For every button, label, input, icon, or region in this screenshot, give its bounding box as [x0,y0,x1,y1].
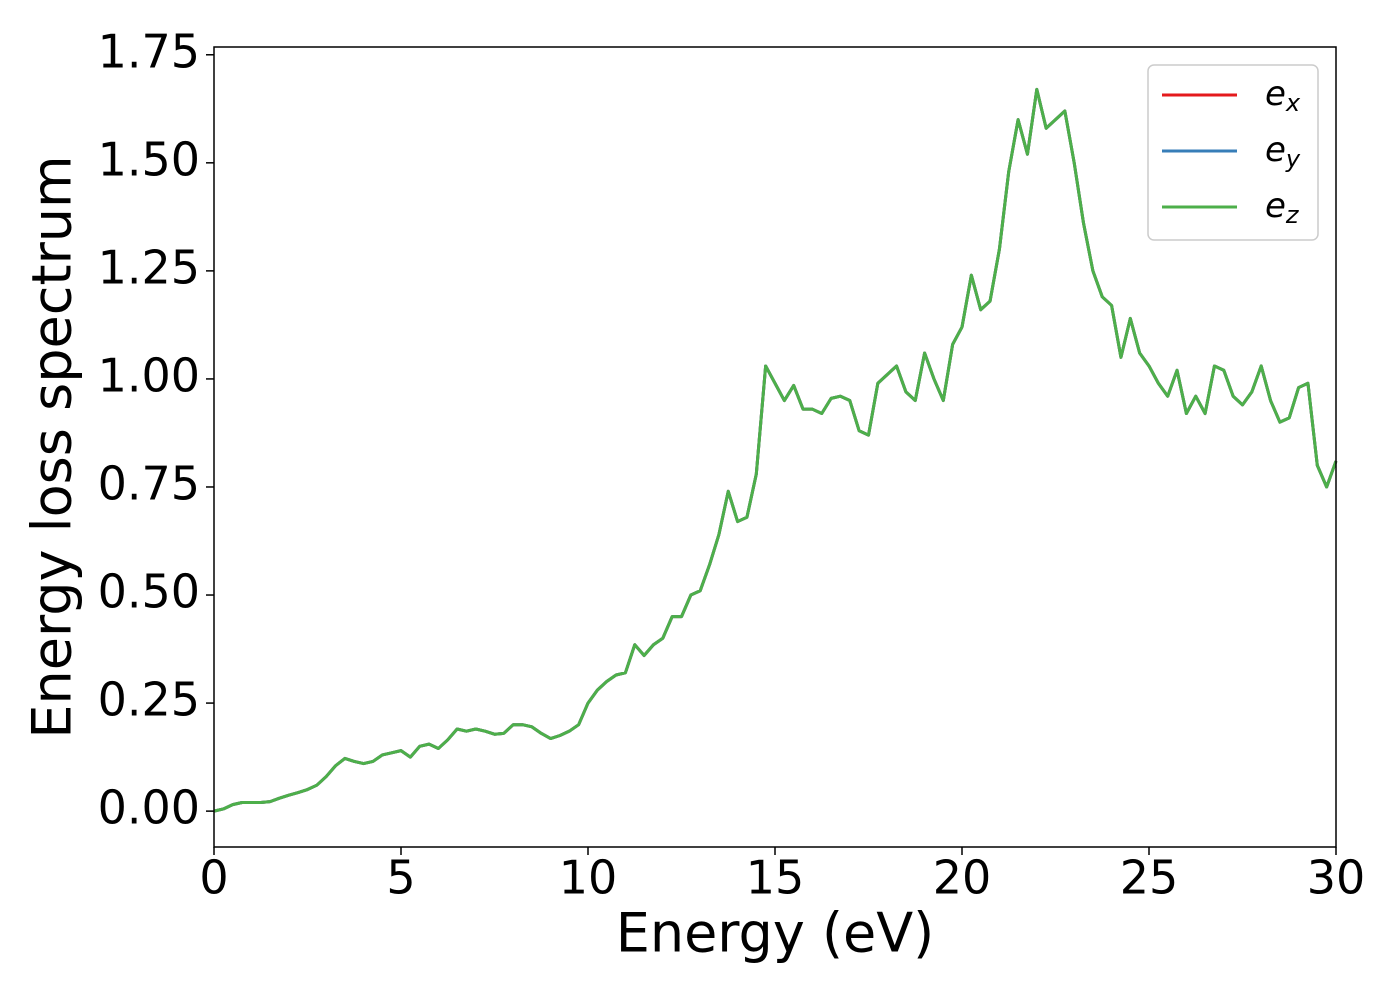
x-tick-label: 30 [1307,851,1366,905]
x-tick-label: 15 [746,851,805,905]
y-tick-label: 1.25 [98,240,200,294]
y-tick-label: 0.50 [98,565,200,619]
y-axis-label: Energy loss spectrum [21,155,84,738]
x-axis-label: Energy (eV) [616,902,935,965]
y-tick-label: 1.00 [98,348,200,402]
x-tick-label: 10 [559,851,618,905]
legend-label: ex [1265,74,1301,118]
x-tick-label: 20 [933,851,992,905]
y-tick-label: 0.25 [98,673,200,727]
y-tick-label: 0.00 [98,781,200,835]
y-tick-label: 1.50 [98,132,200,186]
x-tick-label: 25 [1120,851,1179,905]
y-tick-label: 0.75 [98,456,200,510]
series-line [213,87,1338,813]
legend-label: ez [1265,186,1300,230]
legend: ex ey ez [1147,64,1319,241]
legend-label: ey [1265,130,1301,174]
y-tick-label: 1.75 [98,24,200,78]
x-tick-label: 0 [199,851,228,905]
x-tick-label: 5 [386,851,415,905]
plot-frame [213,46,1337,848]
